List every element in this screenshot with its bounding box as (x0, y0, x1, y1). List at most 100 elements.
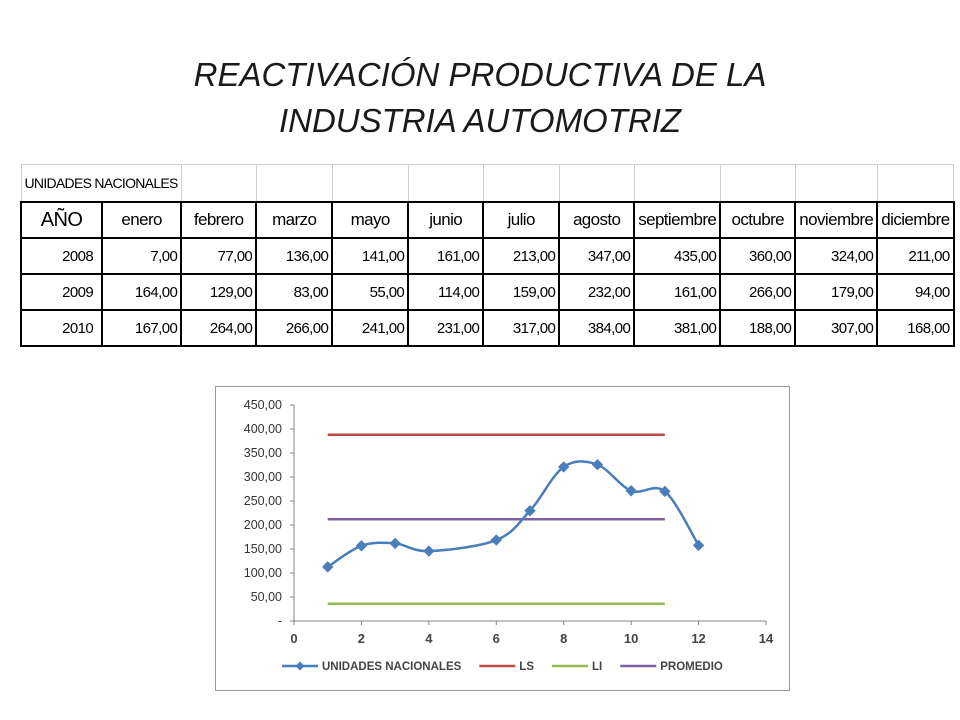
data-point-marker (659, 485, 671, 498)
column-header-month: marzo (255, 201, 334, 239)
table-caption: UNIDADES NACIONALES (20, 164, 182, 203)
value-cell: 55,00 (331, 273, 410, 311)
x-tick-label: 0 (290, 631, 297, 646)
data-point-marker (389, 537, 401, 550)
data-point-marker (625, 485, 637, 497)
x-tick-label: 4 (425, 631, 433, 646)
table-row: 2008 7,00 77,00 136,00 141,00 161,00 213,00 347… (19, 237, 955, 275)
legend-label-ls: LS (519, 661, 534, 673)
value-cell: 179,00 (794, 273, 879, 311)
value-cell: 384,00 (558, 309, 636, 347)
data-point-marker (692, 539, 705, 552)
value-cell: 211,00 (876, 237, 955, 275)
x-tick-label: 14 (759, 631, 774, 646)
empty-cell (876, 164, 955, 203)
value-cell: 77,00 (180, 237, 258, 275)
empty-cell (794, 164, 878, 203)
value-cell: 347,00 (558, 237, 636, 275)
value-cell: 129,00 (180, 273, 258, 311)
empty-cell (633, 164, 721, 203)
y-tick-label: 450,00 (244, 398, 282, 412)
data-point-marker (524, 505, 536, 517)
value-cell: 7,00 (101, 237, 183, 275)
legend-label-unidades-nacionales: UNIDADES NACIONALES (322, 661, 462, 673)
empty-cell (482, 164, 560, 203)
value-cell: 232,00 (558, 273, 636, 311)
value-cell: 264,00 (180, 309, 258, 347)
y-tick-label: 50,00 (251, 590, 282, 604)
column-header-month: noviembre (794, 201, 879, 239)
x-tick-label: 10 (624, 631, 638, 646)
y-tick-label: 100,00 (244, 566, 282, 580)
year-cell: 2008 (19, 237, 104, 275)
column-header-month: septiembre (633, 201, 722, 239)
empty-cell (558, 164, 635, 203)
y-tick-label: - (278, 614, 282, 628)
value-cell: 231,00 (407, 309, 485, 347)
column-header-month: enero (101, 201, 183, 239)
column-header-month: mayo (331, 201, 410, 239)
empty-cell (331, 164, 409, 203)
empty-cell (180, 164, 257, 203)
page-title: REACTIVACIÓN PRODUCTIVA DE LA INDUSTRIA … (0, 52, 960, 144)
column-header-month: diciembre (876, 201, 955, 239)
y-tick-label: 300,00 (244, 470, 282, 484)
value-cell: 381,00 (633, 309, 722, 347)
value-cell: 159,00 (482, 273, 561, 311)
table-row: 2009 164,00 129,00 83,00 55,00 114,00 159,00 23… (19, 273, 955, 311)
table-caption-row: UNIDADES NACIONALES (20, 164, 955, 203)
value-cell: 136,00 (255, 237, 334, 275)
column-header-month: febrero (180, 201, 258, 239)
y-tick-label: 150,00 (244, 542, 282, 556)
empty-cell (407, 164, 484, 203)
data-point-marker (490, 534, 502, 546)
value-cell: 161,00 (633, 273, 722, 311)
table-row: 2010 167,00 264,00 266,00 241,00 231,00 317,00… (19, 309, 955, 347)
y-tick-label: 400,00 (244, 422, 282, 436)
column-header-month: junio (407, 201, 485, 239)
value-cell: 241,00 (331, 309, 410, 347)
data-point-marker (558, 461, 570, 473)
value-cell: 435,00 (633, 237, 722, 275)
value-cell: 161,00 (407, 237, 485, 275)
empty-cell (255, 164, 333, 203)
value-cell: 168,00 (876, 309, 955, 347)
year-cell: 2009 (19, 273, 104, 311)
value-cell: 360,00 (719, 237, 797, 275)
empty-cell (719, 164, 796, 203)
y-tick-label: 250,00 (244, 494, 282, 508)
legend-label-li: LI (592, 661, 602, 673)
value-cell: 266,00 (255, 309, 334, 347)
data-point-marker (355, 540, 368, 552)
data-point-marker (591, 458, 604, 471)
column-header-month: octubre (719, 201, 797, 239)
data-point-marker (423, 545, 435, 557)
value-cell: 164,00 (101, 273, 183, 311)
column-header-month: agosto (558, 201, 636, 239)
value-cell: 188,00 (719, 309, 797, 347)
value-cell: 213,00 (482, 237, 561, 275)
y-tick-label: 350,00 (244, 446, 282, 460)
series-line-unidades-nacionales (327, 460, 700, 568)
legend-label-promedio: PROMEDIO (660, 661, 723, 673)
data-point-marker (322, 561, 334, 573)
x-tick-label: 6 (493, 631, 500, 646)
year-cell: 2010 (19, 309, 104, 347)
value-cell: 167,00 (101, 309, 183, 347)
x-tick-label: 12 (691, 631, 705, 646)
value-cell: 141,00 (331, 237, 410, 275)
value-cell: 114,00 (407, 273, 485, 311)
title-line-2: INDUSTRIA AUTOMOTRIZ (278, 102, 682, 139)
column-header-year: AÑO (19, 201, 104, 239)
legend-marker-unidades-nacionales (295, 661, 305, 671)
x-tick-label: 8 (560, 631, 567, 646)
line-chart: - 50,00 100,00 150,00 200,00 250,00 300,00 350,… (244, 398, 774, 673)
value-cell: 266,00 (719, 273, 797, 311)
value-cell: 83,00 (255, 273, 334, 311)
y-tick-label: 200,00 (244, 518, 282, 532)
table-header-row: AÑO enero febrero marzo mayo junio julio agosto… (19, 201, 955, 239)
units-table: UNIDADES NACIONALES AÑO enero febrero marzo m… (19, 164, 955, 347)
title-line-1: REACTIVACIÓN PRODUCTIVA DE LA (193, 56, 767, 93)
value-cell: 317,00 (482, 309, 561, 347)
chart-area: - 50,00 100,00 150,00 200,00 250,00 300,00 350,… (215, 386, 790, 691)
